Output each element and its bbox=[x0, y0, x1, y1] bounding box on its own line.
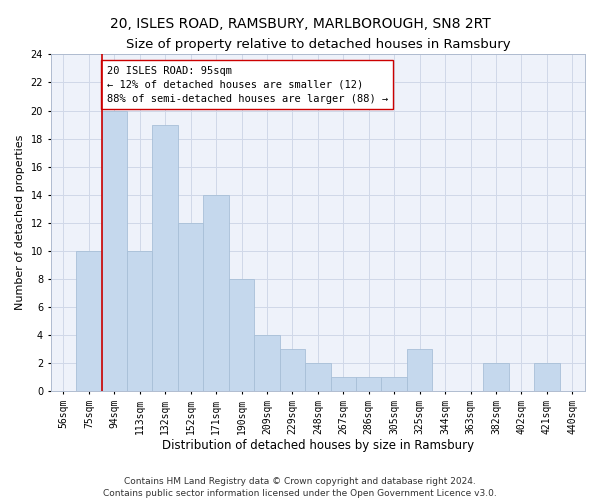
Bar bbox=[101, 110, 127, 391]
Bar bbox=[356, 377, 382, 391]
Bar bbox=[331, 377, 356, 391]
Bar bbox=[534, 363, 560, 391]
Y-axis label: Number of detached properties: Number of detached properties bbox=[15, 135, 25, 310]
Text: 20, ISLES ROAD, RAMSBURY, MARLBOROUGH, SN8 2RT: 20, ISLES ROAD, RAMSBURY, MARLBOROUGH, S… bbox=[110, 18, 490, 32]
Bar bbox=[382, 377, 407, 391]
Bar bbox=[254, 335, 280, 391]
Bar bbox=[483, 363, 509, 391]
X-axis label: Distribution of detached houses by size in Ramsbury: Distribution of detached houses by size … bbox=[162, 440, 474, 452]
Bar bbox=[407, 349, 433, 391]
Text: 20 ISLES ROAD: 95sqm
← 12% of detached houses are smaller (12)
88% of semi-detac: 20 ISLES ROAD: 95sqm ← 12% of detached h… bbox=[107, 66, 388, 104]
Bar bbox=[127, 251, 152, 391]
Bar bbox=[203, 194, 229, 391]
Bar bbox=[178, 223, 203, 391]
Bar bbox=[305, 363, 331, 391]
Text: Contains HM Land Registry data © Crown copyright and database right 2024.
Contai: Contains HM Land Registry data © Crown c… bbox=[103, 476, 497, 498]
Bar bbox=[229, 279, 254, 391]
Bar bbox=[280, 349, 305, 391]
Bar bbox=[152, 124, 178, 391]
Bar bbox=[76, 251, 101, 391]
Title: Size of property relative to detached houses in Ramsbury: Size of property relative to detached ho… bbox=[125, 38, 510, 51]
